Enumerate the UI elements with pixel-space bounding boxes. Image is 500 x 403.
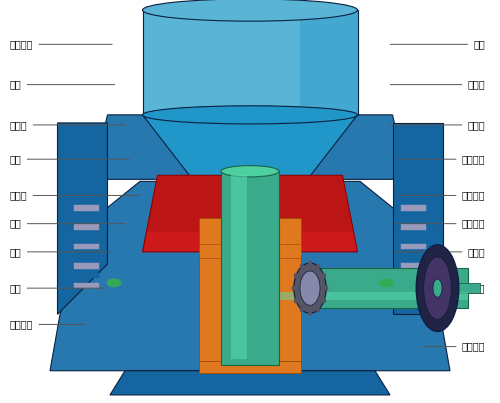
- Polygon shape: [74, 263, 99, 269]
- Ellipse shape: [308, 311, 312, 316]
- Polygon shape: [74, 253, 99, 259]
- Polygon shape: [74, 234, 99, 240]
- Text: 棚架: 棚架: [390, 39, 485, 49]
- Ellipse shape: [424, 257, 451, 319]
- Polygon shape: [231, 175, 247, 359]
- Polygon shape: [279, 268, 468, 308]
- Text: 内钢: 内钢: [10, 219, 124, 229]
- Ellipse shape: [221, 166, 279, 177]
- Polygon shape: [50, 181, 450, 371]
- Text: 主机带轮: 主机带轮: [413, 283, 485, 293]
- Polygon shape: [401, 205, 426, 211]
- Polygon shape: [74, 195, 99, 201]
- Text: 球面铜: 球面铜: [390, 120, 485, 130]
- Ellipse shape: [294, 263, 326, 314]
- Ellipse shape: [322, 273, 326, 278]
- Polygon shape: [438, 283, 480, 293]
- Polygon shape: [110, 371, 390, 395]
- Polygon shape: [142, 115, 358, 179]
- Polygon shape: [392, 123, 442, 314]
- Ellipse shape: [292, 286, 296, 291]
- Polygon shape: [142, 10, 358, 115]
- Ellipse shape: [294, 273, 298, 278]
- Text: 螺旋护盖: 螺旋护盖: [10, 39, 112, 49]
- Text: 定齿板: 定齿板: [10, 120, 124, 130]
- Ellipse shape: [294, 298, 298, 303]
- Polygon shape: [252, 175, 358, 252]
- Polygon shape: [401, 244, 426, 249]
- Text: 外钢: 外钢: [10, 247, 110, 257]
- Polygon shape: [221, 171, 279, 365]
- Polygon shape: [74, 224, 99, 230]
- Polygon shape: [74, 283, 99, 288]
- Ellipse shape: [316, 308, 320, 313]
- Polygon shape: [401, 195, 426, 201]
- Polygon shape: [231, 167, 269, 175]
- Ellipse shape: [433, 279, 442, 297]
- Text: 传动轴: 传动轴: [396, 247, 485, 257]
- Ellipse shape: [379, 279, 393, 287]
- Ellipse shape: [107, 279, 121, 287]
- Polygon shape: [92, 115, 407, 179]
- Ellipse shape: [300, 308, 304, 313]
- Polygon shape: [74, 244, 99, 249]
- Polygon shape: [401, 273, 426, 278]
- Polygon shape: [142, 175, 248, 252]
- Polygon shape: [199, 244, 301, 258]
- Polygon shape: [300, 10, 358, 115]
- Polygon shape: [199, 361, 301, 373]
- Ellipse shape: [322, 298, 326, 303]
- Ellipse shape: [142, 0, 358, 21]
- Ellipse shape: [300, 264, 304, 268]
- Polygon shape: [401, 234, 426, 240]
- Polygon shape: [148, 175, 248, 232]
- Polygon shape: [401, 253, 426, 259]
- Polygon shape: [74, 205, 99, 211]
- Polygon shape: [401, 224, 426, 230]
- Polygon shape: [74, 273, 99, 278]
- Text: 机架: 机架: [10, 283, 104, 293]
- Text: 动齿架: 动齿架: [10, 191, 140, 200]
- Polygon shape: [199, 218, 221, 365]
- Ellipse shape: [308, 260, 312, 265]
- Polygon shape: [279, 292, 468, 300]
- Polygon shape: [279, 218, 301, 365]
- Text: 传动轴架: 传动轴架: [423, 342, 485, 351]
- Ellipse shape: [416, 245, 459, 331]
- Text: 碟簧弹簧: 碟簧弹簧: [398, 154, 485, 164]
- Polygon shape: [401, 283, 426, 288]
- Text: 锥体盖: 锥体盖: [390, 80, 485, 89]
- Polygon shape: [401, 263, 426, 269]
- Polygon shape: [401, 215, 426, 220]
- Ellipse shape: [324, 286, 328, 291]
- Text: 清腔油缸: 清腔油缸: [10, 320, 85, 329]
- Ellipse shape: [300, 271, 320, 305]
- Text: 主轴: 主轴: [10, 80, 115, 89]
- Text: 小锥齿轮: 小锥齿轮: [396, 219, 485, 229]
- Polygon shape: [252, 175, 352, 232]
- Ellipse shape: [142, 106, 358, 124]
- Ellipse shape: [316, 264, 320, 268]
- Text: 大锥齿轮: 大锥齿轮: [398, 191, 485, 200]
- Polygon shape: [58, 123, 108, 314]
- Text: 上罩: 上罩: [10, 154, 130, 164]
- Polygon shape: [74, 215, 99, 220]
